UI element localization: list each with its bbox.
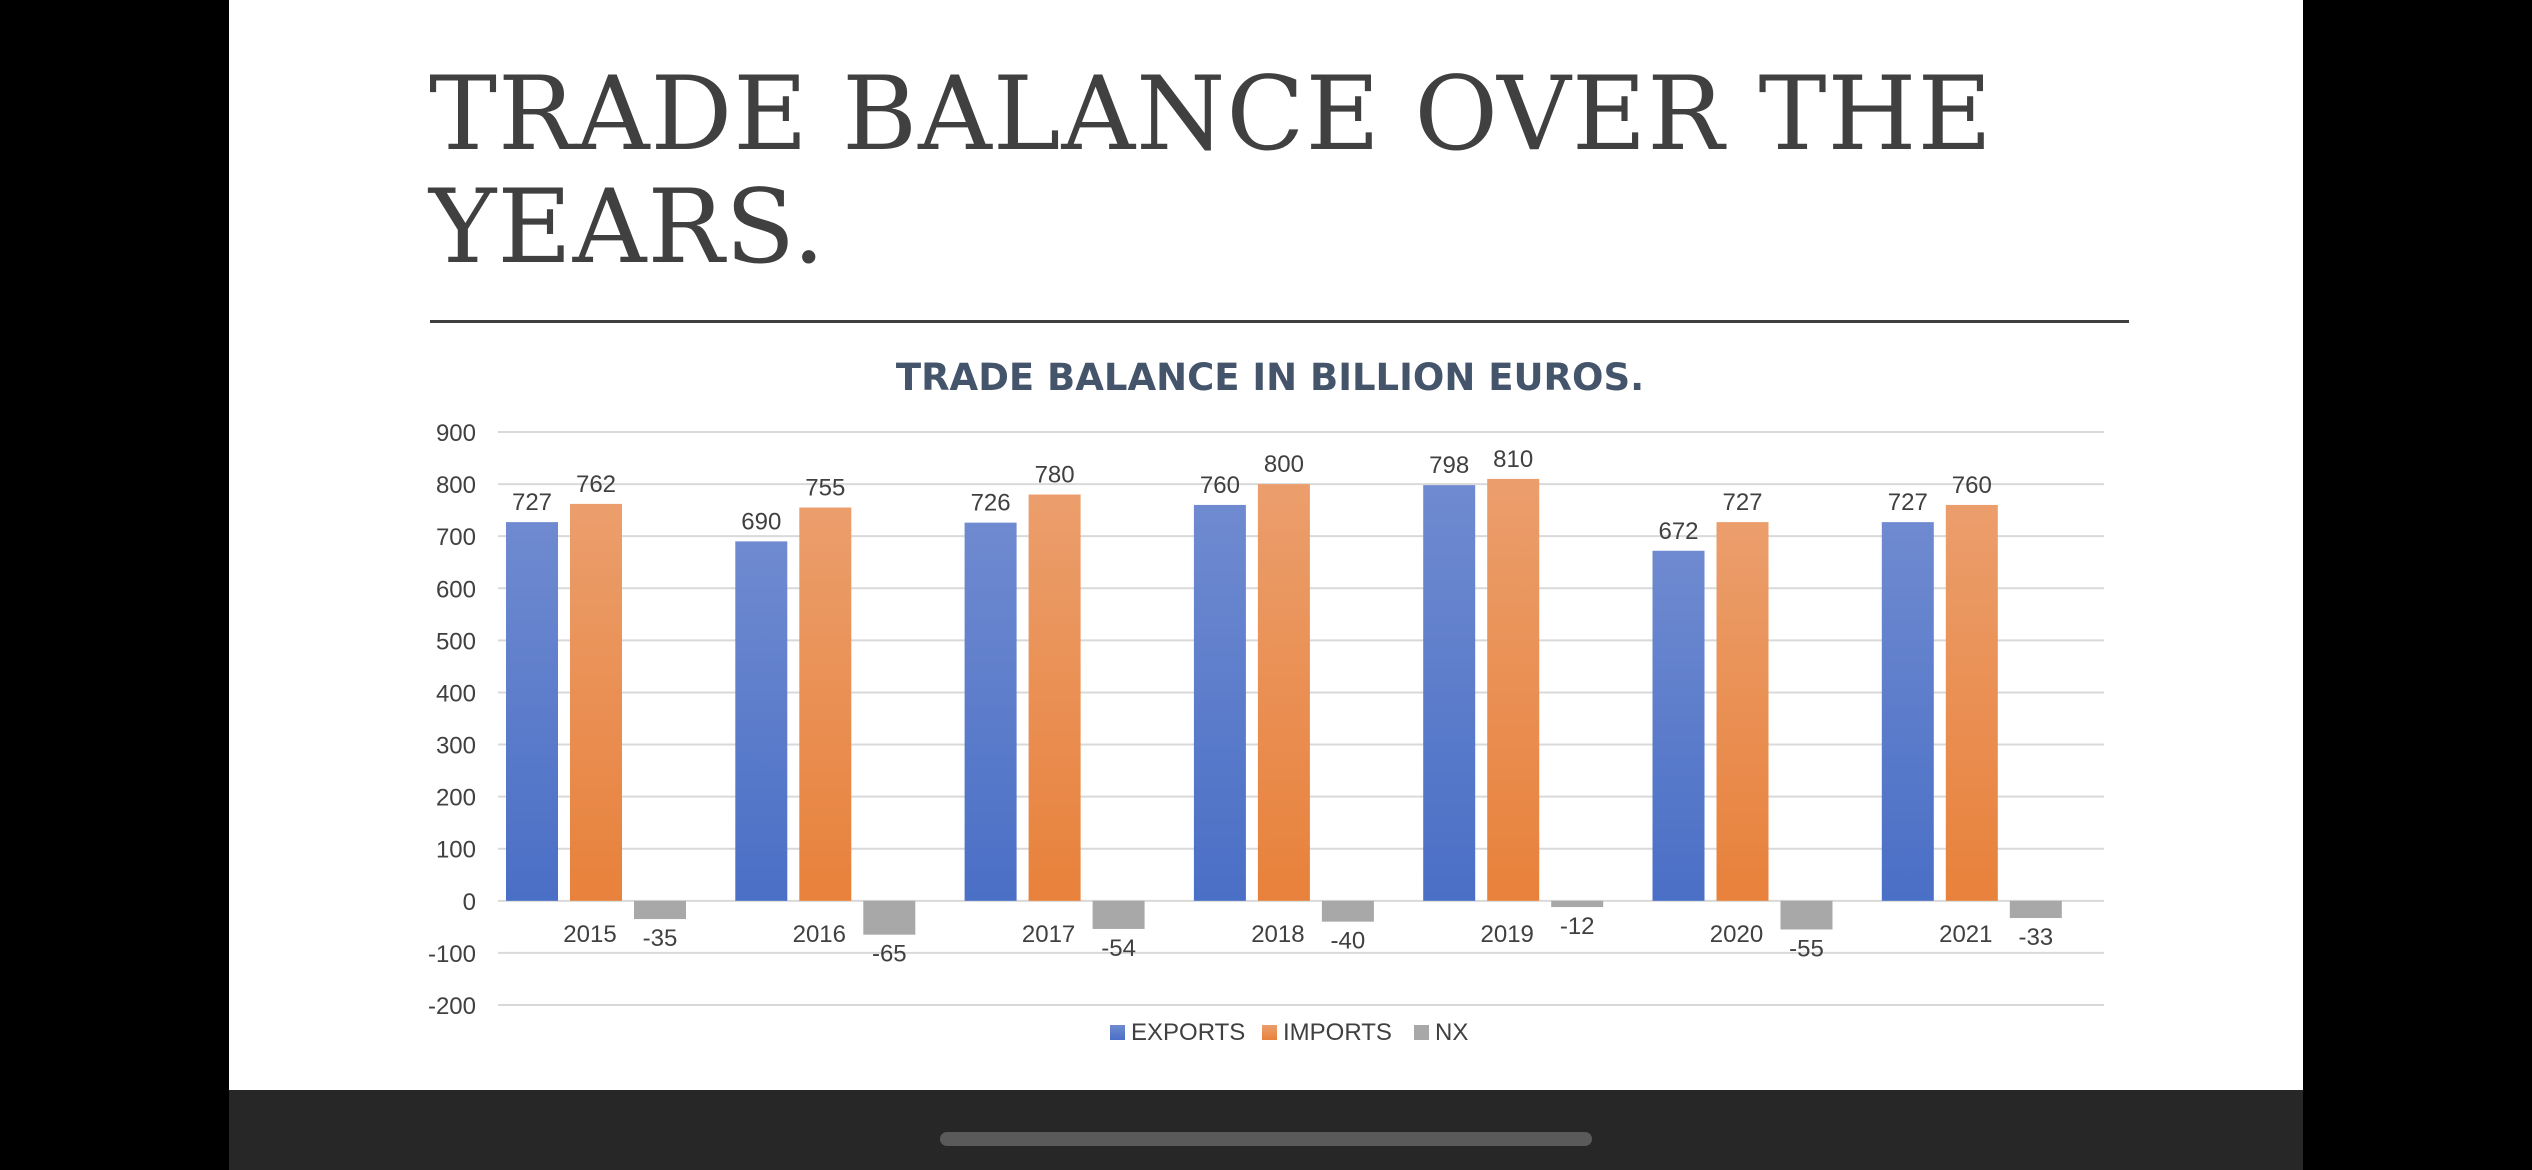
legend-label-exports: EXPORTS xyxy=(1131,1019,1245,1046)
data-label-imports: 727 xyxy=(1722,489,1762,516)
data-label-nx: -55 xyxy=(1789,935,1824,962)
category-label: 2020 xyxy=(1710,921,1763,948)
legend-label-nx: NX xyxy=(1435,1019,1468,1046)
bar-nx xyxy=(634,900,686,920)
bar-imports xyxy=(1487,478,1540,901)
bar-exports xyxy=(1652,550,1705,901)
data-label-nx: -35 xyxy=(643,925,678,952)
data-label-imports: 800 xyxy=(1264,451,1304,478)
data-label-exports: 727 xyxy=(512,489,552,516)
bar-imports xyxy=(1028,494,1081,901)
data-label-exports: 798 xyxy=(1429,452,1469,479)
category-label: 2015 xyxy=(563,921,616,948)
bottom-bar xyxy=(229,1090,2303,1170)
data-label-nx: -33 xyxy=(2018,924,2053,951)
data-label-imports: 780 xyxy=(1035,462,1075,489)
bar-imports xyxy=(570,503,622,901)
slide-title: TRADE BALANCE OVER THE YEARS. xyxy=(429,55,1993,287)
y-tick-label: 100 xyxy=(436,837,476,864)
title-divider xyxy=(430,320,2129,323)
y-tick-label: 800 xyxy=(436,472,476,499)
data-label-exports: 760 xyxy=(1200,472,1240,499)
data-label-imports: 810 xyxy=(1493,446,1533,473)
data-label-nx: -54 xyxy=(1101,935,1136,962)
bar-nx xyxy=(1321,900,1374,922)
bar-nx xyxy=(863,900,916,935)
bar-nx xyxy=(2009,900,2062,919)
bar-imports xyxy=(1257,484,1310,901)
bar-exports xyxy=(964,522,1017,901)
data-label-nx: -12 xyxy=(1560,913,1595,940)
data-label-imports: 755 xyxy=(805,475,845,502)
bar-nx xyxy=(1780,900,1833,930)
y-tick-label: 300 xyxy=(436,733,476,760)
bar-exports xyxy=(1423,485,1476,901)
bar-exports xyxy=(1881,522,1934,901)
data-label-nx: -65 xyxy=(872,941,907,968)
legend-swatch-nx xyxy=(1414,1025,1429,1040)
y-tick-label: 0 xyxy=(463,889,476,916)
bar-exports xyxy=(506,522,558,901)
chart-title: TRADE BALANCE IN BILLION EUROS. xyxy=(896,356,1644,399)
category-label: 2016 xyxy=(793,921,846,948)
bar-imports xyxy=(799,507,852,901)
bar-nx xyxy=(1551,900,1604,908)
y-tick-label: 900 xyxy=(436,420,476,447)
bar-imports xyxy=(1945,504,1998,901)
y-tick-label: -100 xyxy=(428,941,476,968)
data-label-nx: -40 xyxy=(1331,928,1366,955)
legend-swatch-exports xyxy=(1110,1025,1125,1040)
category-label: 2018 xyxy=(1251,921,1304,948)
y-tick-label: -200 xyxy=(428,993,476,1020)
home-indicator[interactable] xyxy=(940,1132,1592,1146)
category-label: 2021 xyxy=(1939,921,1992,948)
category-label: 2017 xyxy=(1022,921,1075,948)
data-label-imports: 760 xyxy=(1952,472,1992,499)
category-label: 2019 xyxy=(1481,921,1534,948)
bar-exports xyxy=(1193,504,1246,901)
bar-exports xyxy=(735,541,788,901)
y-tick-label: 500 xyxy=(436,628,476,655)
y-tick-label: 400 xyxy=(436,680,476,707)
data-label-exports: 727 xyxy=(1888,489,1928,516)
data-label-imports: 762 xyxy=(576,471,616,498)
bar-nx xyxy=(1092,900,1145,929)
data-label-exports: 690 xyxy=(741,508,781,535)
legend-label-imports: IMPORTS xyxy=(1283,1019,1392,1046)
legend-swatch-imports xyxy=(1262,1025,1277,1040)
y-tick-label: 200 xyxy=(436,785,476,812)
data-label-exports: 726 xyxy=(971,490,1011,517)
y-tick-label: 600 xyxy=(436,576,476,603)
y-tick-label: 700 xyxy=(436,524,476,551)
data-label-exports: 672 xyxy=(1658,518,1698,545)
bar-imports xyxy=(1716,522,1769,901)
